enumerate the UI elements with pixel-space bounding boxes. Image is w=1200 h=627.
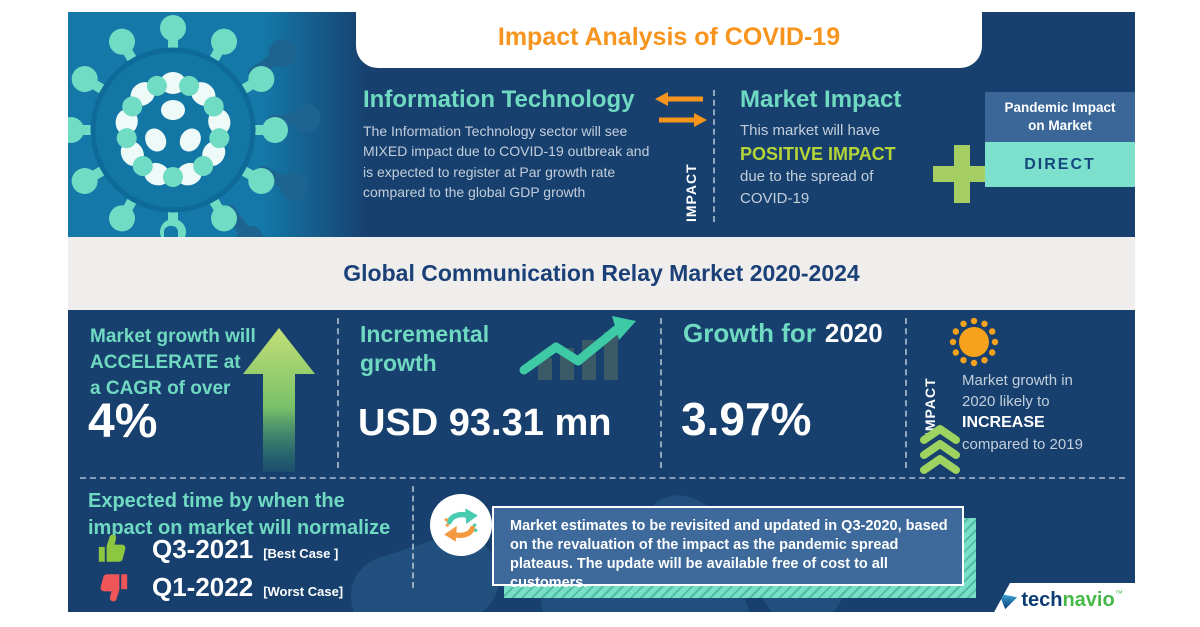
logo-text-tech: tech [1021,589,1063,611]
technavio-triangle-icon [999,593,1018,610]
incremental-heading: Incremental growth [360,320,489,378]
triple-chevron-up-icon [920,425,960,474]
market-impact-text: This market will have POSITIVE IMPACT du… [740,120,896,210]
impact-2020-line2: 2020 likely to [962,393,1050,410]
pandemic-impact-label-line2: on Market [1028,118,1092,133]
sector-description: The Information Technology sector will s… [363,123,650,200]
market-impact-heading: Market Impact [740,86,902,113]
growth-2020-heading: Growth for 2020 [683,318,883,349]
pandemic-impact-value: DIRECT [985,142,1135,187]
best-case-value: Q3-2021 [152,533,254,564]
thumbs-up-icon [98,534,126,562]
cagr-value: 4% [88,395,158,448]
impact-2020-text: Market growth in 2020 likely to INCREASE… [962,370,1140,455]
top-banner: Impact Analysis of COVID-19 [356,0,982,68]
cagr-line2: ACCELERATE at [90,352,241,373]
growth-2020-label: Growth for [683,318,816,348]
market-title-band: Global Communication Relay Market 2020-2… [68,237,1135,310]
up-arrow-icon [243,328,315,472]
worst-case-row: Q1-2022 [Worst Case] [96,570,343,604]
normalize-heading-line2: impact on market will normalize [88,517,391,539]
orange-virus-icon [949,317,999,367]
incremental-line2: growth [360,350,437,376]
update-arrows-icon [430,494,492,556]
cagr-line1: Market growth will [90,326,256,347]
cagr-heading: Market growth will ACCELERATE at a CAGR … [90,324,256,402]
plus-icon [933,145,991,203]
stats-divider [660,318,662,468]
impact-2020-line1: Market growth in [962,372,1073,389]
logo-text-navio: navio [1062,589,1115,611]
sector-heading: Information Technology [363,86,635,113]
page-title: Impact Analysis of COVID-19 [497,22,841,51]
best-case-label: [Best Case ] [263,545,339,561]
worst-case-label: [Worst Case] [263,583,344,599]
bottom-divider [412,486,414,588]
normalize-heading: Expected time by when the impact on mark… [88,488,390,542]
note-box: Market estimates to be revisited and upd… [492,506,964,591]
trend-chart-icon [519,316,636,380]
left-right-arrows-icon [655,92,707,127]
cagr-line3: a CAGR of over [90,378,231,399]
impact-2020-line3: compared to 2019 [962,436,1083,453]
market-impact-line3: COVID-19 [740,190,810,207]
note-text: Market estimates to be revisited and upd… [510,518,948,591]
pandemic-impact-box: Pandemic Impact on Market [985,92,1135,142]
normalize-heading-line1: Expected time by when the [88,490,345,512]
market-impact-line2: due to the spread of [740,168,874,185]
growth-2020-year: 2020 [824,318,883,348]
stats-divider [337,318,339,468]
impact-vertical-label: IMPACT [683,163,699,222]
thumbs-down-icon [100,574,128,602]
growth-2020-value: 3.97% [681,393,812,445]
logo-banner: tech navio ™ [986,583,1135,627]
incremental-line1: Incremental [360,321,490,347]
pandemic-impact-label-line1: Pandemic Impact [1004,100,1116,116]
worst-case-value: Q1-2022 [152,571,254,602]
market-title: Global Communication Relay Market 2020-2… [343,260,860,286]
incremental-value: USD 93.31 mn [358,402,612,444]
horizontal-divider [80,477,1125,479]
impact-2020-highlight: INCREASE [962,414,1045,431]
market-impact-line1: This market will have [740,122,881,139]
market-impact-highlight: POSITIVE IMPACT [740,144,896,164]
stats-divider [905,318,907,468]
best-case-row: Q3-2021 [Best Case ] [96,532,338,566]
logo-trademark: ™ [1114,589,1123,598]
section-divider [713,90,715,222]
